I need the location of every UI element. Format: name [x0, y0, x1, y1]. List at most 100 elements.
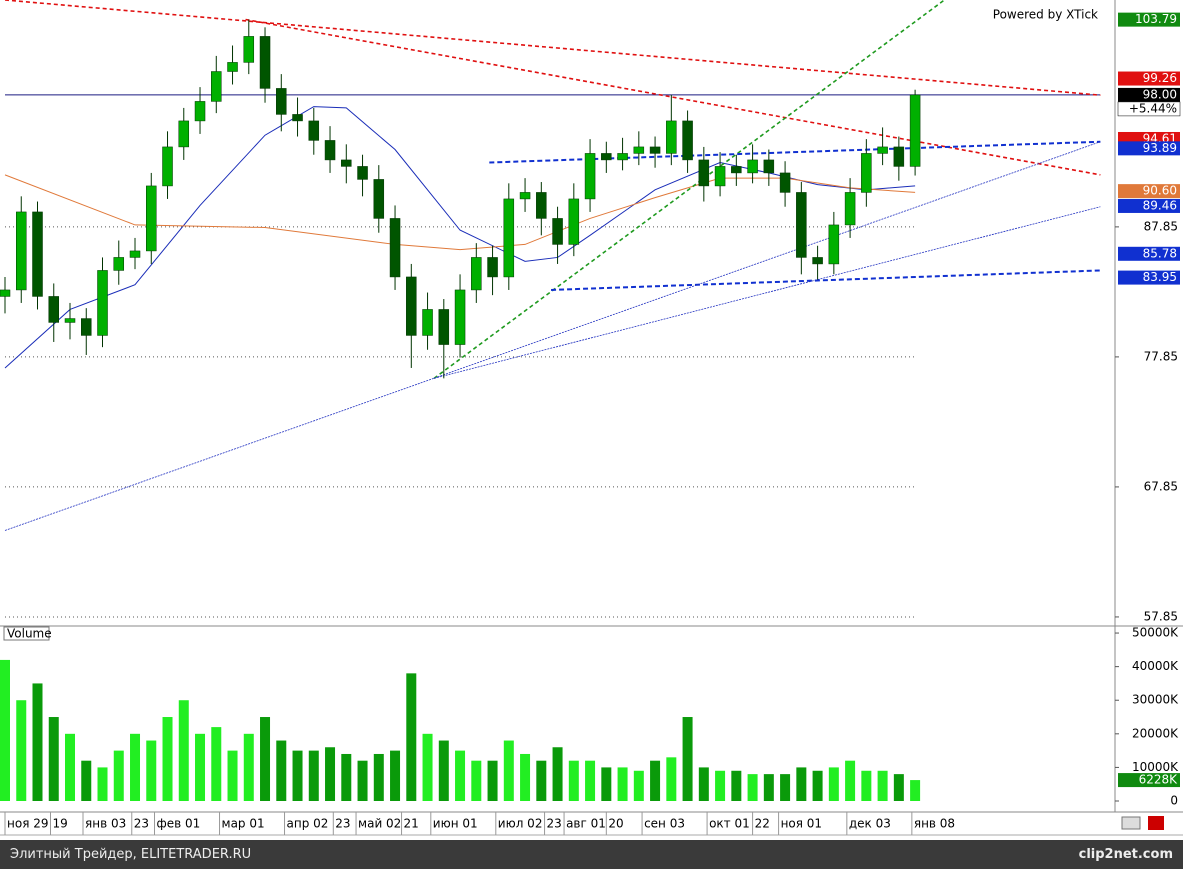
x-tick-label: авг 01 [566, 817, 606, 831]
price-label: 93.89 [1143, 141, 1177, 155]
volume-bar [796, 767, 807, 801]
volume-bar [48, 717, 59, 801]
volume-bar [438, 740, 449, 801]
candle-body [633, 146, 645, 154]
x-tick-label: сен 03 [644, 817, 685, 831]
volume-bar [308, 750, 319, 801]
exit-button[interactable] [1148, 816, 1164, 830]
volume-bar [487, 760, 498, 801]
trend-line [551, 269, 1101, 291]
candle-body [324, 140, 336, 161]
candle-body [113, 257, 125, 271]
volume-bar [747, 774, 758, 801]
candle-body [861, 153, 872, 193]
volume-bar [178, 700, 189, 801]
candle-body [698, 159, 710, 187]
volume-bar [0, 659, 10, 801]
candle-body [308, 120, 320, 141]
candle-body [796, 192, 807, 258]
candle-body [389, 218, 401, 278]
trend-line [245, 18, 1101, 176]
volume-bar [357, 760, 368, 801]
candle-body [162, 146, 173, 187]
price-label: 103.79 [1135, 12, 1177, 26]
background [0, 0, 1183, 840]
y-tick-label: 40000K [1132, 659, 1179, 673]
y-tick-label: 50000K [1132, 626, 1179, 640]
price-label: 90.60 [1143, 184, 1177, 198]
volume-bar [503, 740, 514, 801]
candle-body [649, 146, 661, 154]
volume-bar [763, 774, 774, 801]
x-tick-label: июл 02 [498, 817, 543, 831]
volume-bar [698, 767, 709, 801]
trend-line [433, 206, 1101, 379]
candle-body [276, 88, 287, 115]
candle-body [601, 153, 612, 161]
volume-bar [617, 767, 628, 801]
volume-bar [130, 733, 141, 801]
change-label: +5.44% [1129, 101, 1177, 115]
y-tick-label: 77.85 [1144, 349, 1178, 363]
price-label: 83.95 [1143, 270, 1177, 284]
volume-bar [146, 740, 157, 801]
x-tick-label: 23 [134, 817, 149, 831]
volume-bar [585, 760, 596, 801]
x-tick-label: 22 [755, 817, 770, 831]
candle-body [552, 218, 563, 245]
x-tick-label: апр 02 [287, 817, 329, 831]
candle-body [373, 179, 385, 219]
candle-body [877, 146, 888, 154]
price-label-box [1118, 198, 1180, 213]
volume-bar [520, 753, 531, 801]
x-tick-label: дек 03 [849, 817, 891, 831]
volume-bar [81, 760, 92, 801]
scroll-button[interactable] [1121, 816, 1141, 830]
price-label: 89.46 [1143, 198, 1177, 212]
trend-line [433, 0, 945, 379]
y-tick-label: 67.85 [1144, 479, 1178, 493]
candle-body [844, 192, 856, 226]
candle-body [81, 318, 92, 336]
candle-body [714, 166, 726, 187]
y-tick-label: 0 [1170, 794, 1178, 808]
candle-body [763, 159, 775, 174]
x-tick-label: 19 [53, 817, 68, 831]
price-label-box [1118, 141, 1180, 156]
candle-body [666, 120, 677, 154]
volume-bar [731, 770, 742, 801]
price-label: 99.26 [1143, 71, 1177, 85]
volume-bar [780, 774, 791, 801]
volume-bar [715, 770, 726, 801]
candle-body [893, 146, 905, 167]
volume-bar [325, 747, 336, 801]
x-tick-label: ноя 29 [7, 817, 49, 831]
candle-body [0, 289, 11, 297]
candle-body [97, 270, 108, 336]
y-tick-label: 57.85 [1144, 609, 1178, 623]
volume-bar [113, 750, 124, 801]
candle-body [812, 257, 823, 265]
candle-body [909, 94, 921, 167]
y-tick-label: 30000K [1132, 693, 1179, 707]
price-label: 98.00 [1143, 87, 1177, 101]
y-tick-label: 20000K [1132, 726, 1179, 740]
volume-bar [601, 767, 612, 801]
candle-body [536, 192, 547, 219]
volume-bar [650, 760, 661, 801]
x-tick-label: окт 01 [709, 817, 750, 831]
volume-bar [260, 717, 271, 801]
volume-title: Volume [7, 627, 52, 641]
x-tick-label: янв 08 [914, 817, 955, 831]
candle-body [519, 192, 531, 200]
volume-bar [877, 770, 888, 801]
candle-body [243, 36, 255, 63]
x-tick-label: 23 [547, 817, 562, 831]
candle-body [194, 101, 206, 122]
volume-bar [341, 753, 352, 801]
candle-body [503, 198, 515, 278]
candle-body [779, 172, 791, 193]
candle-body [471, 257, 482, 291]
candle-body [178, 120, 190, 148]
volume-bar [406, 673, 417, 801]
